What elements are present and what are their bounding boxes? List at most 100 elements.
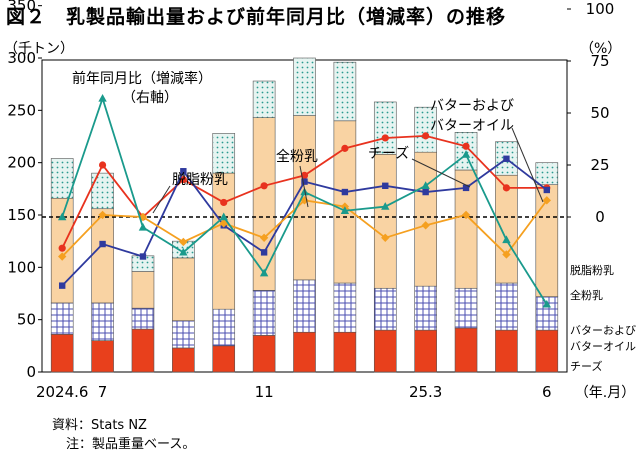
cheese-bar — [212, 345, 236, 373]
cheese-point — [300, 171, 309, 179]
cheese-bar — [535, 329, 559, 373]
stack-series-label: バターオイル — [570, 340, 636, 353]
wmp-bar — [252, 117, 276, 291]
smp-bar — [252, 80, 276, 118]
wmp-leader-line — [299, 165, 309, 208]
source-note: 資料：Stats NZ — [52, 418, 147, 433]
smp-point — [381, 202, 390, 210]
cheese-bar — [333, 331, 357, 373]
smp-bar — [50, 158, 74, 199]
butter-point — [341, 188, 349, 196]
butter-point — [139, 253, 147, 260]
x-axis-tick-label: 2024.6 — [36, 383, 89, 401]
cheese-leader-line — [411, 158, 471, 188]
cheese-point — [502, 184, 511, 192]
left-axis-tick-label: 50 — [17, 311, 36, 329]
stack-series-label: チーズ — [570, 359, 602, 373]
butter-bar — [212, 308, 236, 347]
smp-bar — [91, 172, 114, 210]
cheese-point — [462, 142, 470, 150]
butter-point — [462, 184, 470, 192]
butter-bar — [495, 282, 518, 331]
left-axis-tick-label: 200 — [7, 154, 36, 172]
cheese-point — [98, 161, 107, 169]
wmp-point — [98, 210, 107, 220]
wmp-bar — [212, 172, 236, 310]
butter-point — [503, 155, 510, 162]
butter-bar — [333, 282, 357, 333]
smp-bar — [373, 101, 397, 155]
wmp-bar — [131, 271, 155, 309]
butter-point — [180, 168, 187, 175]
butter-point — [382, 182, 389, 189]
x-axis-tick-label: 7 — [98, 383, 108, 401]
cheese-point — [220, 198, 228, 207]
cheese-point — [58, 244, 66, 252]
wmp-point — [57, 252, 67, 261]
right-axis-tick-label: 0 — [595, 208, 605, 226]
right-axis-unit: （%） — [580, 41, 622, 57]
butter-bar — [91, 302, 114, 341]
smp-point — [138, 222, 148, 231]
cheese-bar — [131, 328, 155, 373]
wmp-point — [421, 221, 430, 230]
right-axis-tick-label: 75 — [590, 52, 609, 70]
butter-point — [422, 188, 429, 196]
cheese-bar — [172, 347, 195, 373]
smp-point — [219, 212, 228, 221]
left-axis-tick-label: 350 — [7, 0, 36, 15]
stack-series-label: バターおよび — [570, 324, 636, 337]
wmp-point — [179, 237, 188, 247]
smp-point — [421, 181, 430, 189]
x-axis-tick-label: 25.3 — [409, 383, 442, 401]
smp-point — [502, 235, 511, 244]
wmp-point — [502, 250, 511, 259]
butter-bar — [131, 307, 155, 330]
left-axis-unit: （千トン） — [4, 41, 74, 57]
cheese-bar — [373, 329, 397, 373]
smp-point — [179, 247, 188, 256]
butter-point — [543, 186, 551, 194]
left-axis-tick-label: 150 — [7, 206, 36, 224]
wmp-line-label: 全粉乳 — [276, 148, 318, 165]
cheese-point — [422, 132, 430, 140]
smp-bar — [293, 57, 316, 116]
smp-bar — [414, 106, 437, 153]
cheese-point — [341, 144, 349, 152]
cheese-point — [381, 134, 389, 142]
butter-point — [99, 240, 106, 248]
cheese-bar — [293, 331, 316, 373]
left-axis-tick-label: 300 — [7, 49, 36, 67]
right-axis-tick-label: 25 — [590, 156, 609, 174]
butter-bar — [454, 287, 478, 329]
cheese-point — [260, 182, 268, 190]
smp-point — [98, 93, 107, 102]
smp-point — [340, 206, 350, 214]
butter-bar — [293, 279, 316, 333]
butter-line-label-2: バターオイル — [430, 118, 514, 134]
left-axis-tick-label: 250 — [7, 101, 36, 119]
wmp-point — [259, 233, 269, 242]
butter-line-label: バターおよび — [430, 98, 514, 114]
butter-leader-line — [511, 127, 544, 203]
wmp-bar — [172, 257, 195, 322]
wmp-point — [461, 210, 471, 220]
smp-bar — [212, 133, 236, 174]
wmp-point — [542, 196, 552, 205]
cheese-bar — [50, 334, 74, 373]
smp-leader-line — [152, 185, 171, 214]
smp-point — [542, 299, 552, 308]
x-axis-unit: （年.月） — [575, 385, 635, 401]
butter-bar — [172, 320, 195, 349]
butter-bar — [50, 302, 74, 335]
cheese-bar — [454, 327, 478, 373]
smp-bar — [333, 61, 357, 122]
cheese-bar — [91, 340, 114, 373]
x-axis-tick-label: 6 — [542, 383, 552, 401]
smp-point — [461, 150, 471, 158]
stack-series-label: 脱脂粉乳 — [570, 263, 614, 277]
cheese-bar — [414, 329, 437, 373]
butter-point — [58, 282, 66, 289]
smp-line-label: 脱脂粉乳 — [172, 172, 228, 188]
butter-bar — [252, 290, 276, 336]
